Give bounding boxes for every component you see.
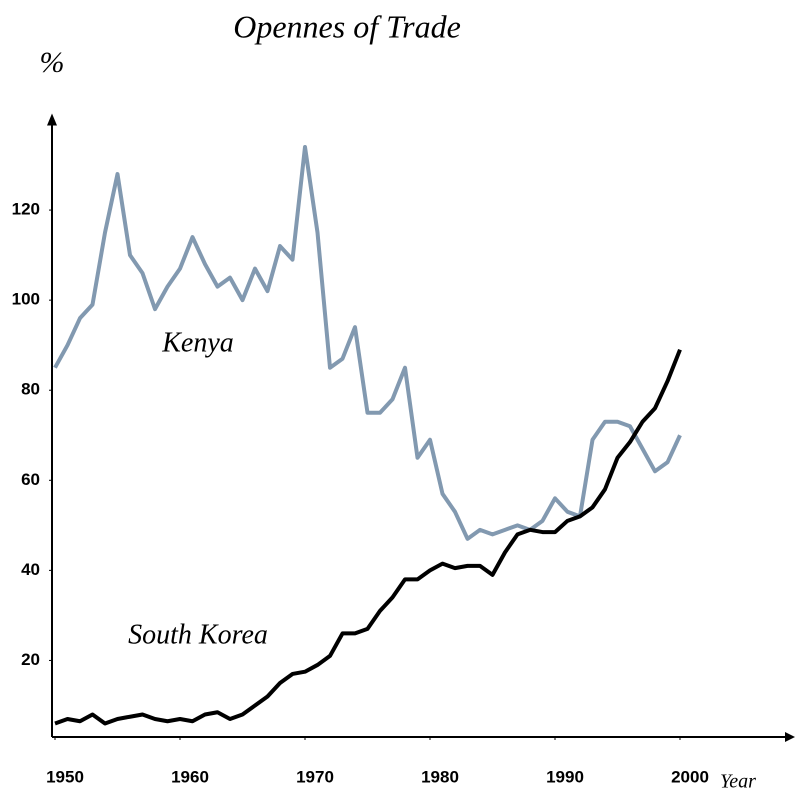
x-tick-label: 1980 [421, 767, 459, 786]
x-tick-label: 2000 [671, 767, 709, 786]
series-line [54, 348, 682, 726]
x-tick-label: 1970 [296, 767, 334, 786]
x-tick-label: 1950 [46, 767, 84, 786]
y-tick-label: 100 [12, 290, 40, 309]
x-axis-label: Year [720, 771, 756, 793]
series-label: South Korea [128, 619, 268, 650]
chart-title: Opennes of Trade [233, 8, 461, 44]
x-tick-label: 1990 [546, 767, 584, 786]
y-tick-label: 20 [21, 650, 40, 669]
series-line [53, 145, 682, 541]
series-label: Kenya [161, 327, 234, 358]
y-axis-label: % [40, 46, 65, 79]
y-tick-label: 120 [12, 200, 40, 219]
x-axis-arrow [785, 732, 795, 742]
y-tick-label: 40 [21, 560, 40, 579]
x-tick-label: 1960 [171, 767, 209, 786]
y-tick-label: 80 [21, 380, 40, 399]
y-tick-label: 60 [21, 470, 40, 489]
y-axis-arrow [47, 113, 57, 126]
